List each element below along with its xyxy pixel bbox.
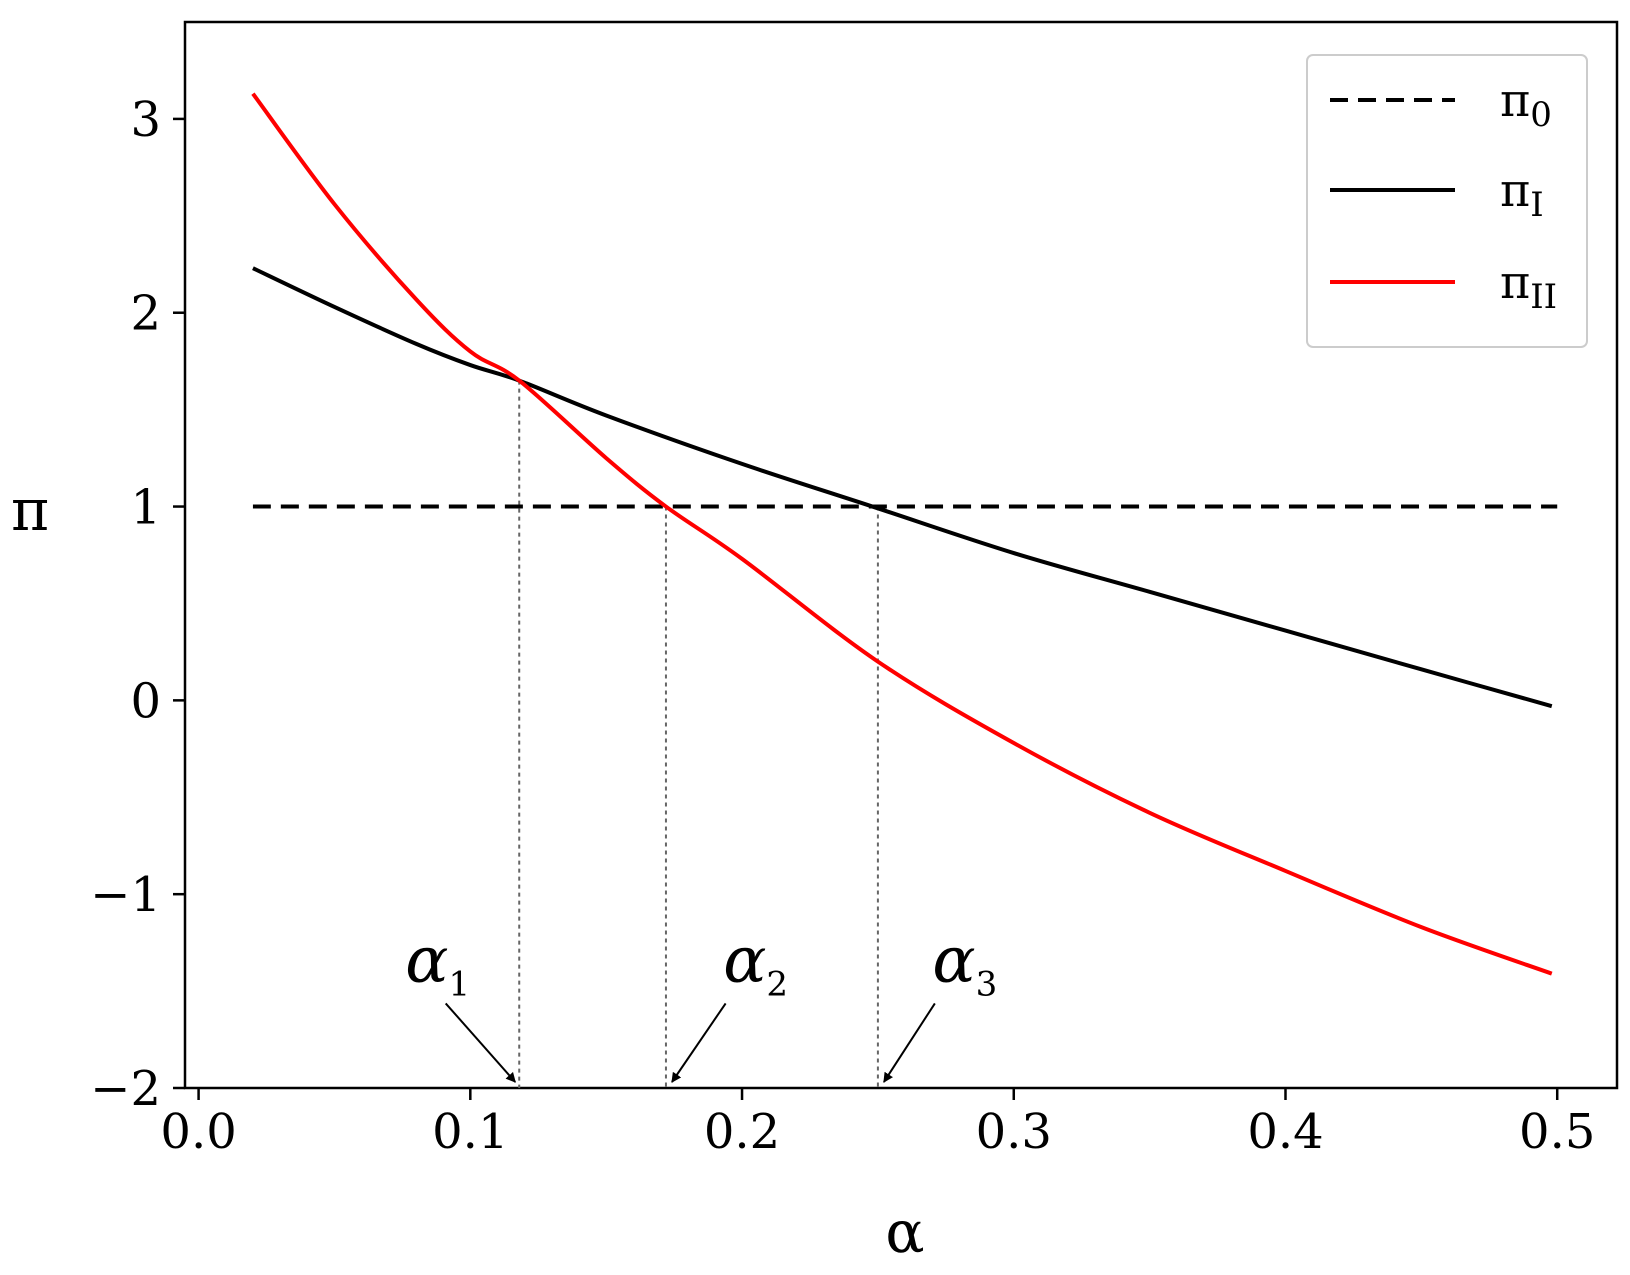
x-tick-label-2: 0.2 [704,1104,780,1160]
annotation-arrow-1 [444,1002,516,1083]
legend-label-pi2: πII [1500,255,1557,317]
annotation-alpha1: α1 [405,923,470,1004]
y-tick-label-1: −1 [90,867,161,923]
series-line-pi2 [251,92,1553,976]
y-tick-label-4: 2 [130,286,161,342]
x-tick-label-3: 0.3 [976,1104,1052,1160]
y-tick-label-2: 0 [130,673,161,729]
legend-box [1306,54,1588,348]
annotation-alpha2: α2 [723,923,788,1004]
annotation-arrow-3 [883,1002,936,1083]
y-tick-label-0: −2 [90,1061,161,1117]
legend-label-pi0: π0 [1500,73,1552,135]
x-tick-label-5: 0.5 [1519,1104,1595,1160]
y-axis-label: π [11,476,49,544]
y-tick-label-5: 3 [130,92,161,148]
x-tick-label-4: 0.4 [1247,1104,1323,1160]
legend-label-pi1: πI [1500,163,1544,225]
x-tick-label-0: 0.0 [160,1104,236,1160]
legend: π0 πI πII [1306,54,1588,348]
x-axis-label: α [885,1198,924,1266]
annotation-alpha3: α3 [932,923,997,1004]
plot-frame [183,20,1619,1090]
x-tick-label-1: 0.1 [432,1104,508,1160]
y-tick-label-3: 1 [130,480,161,536]
annotation-arrow-2 [671,1002,727,1083]
series-line-pi1 [252,266,1553,709]
